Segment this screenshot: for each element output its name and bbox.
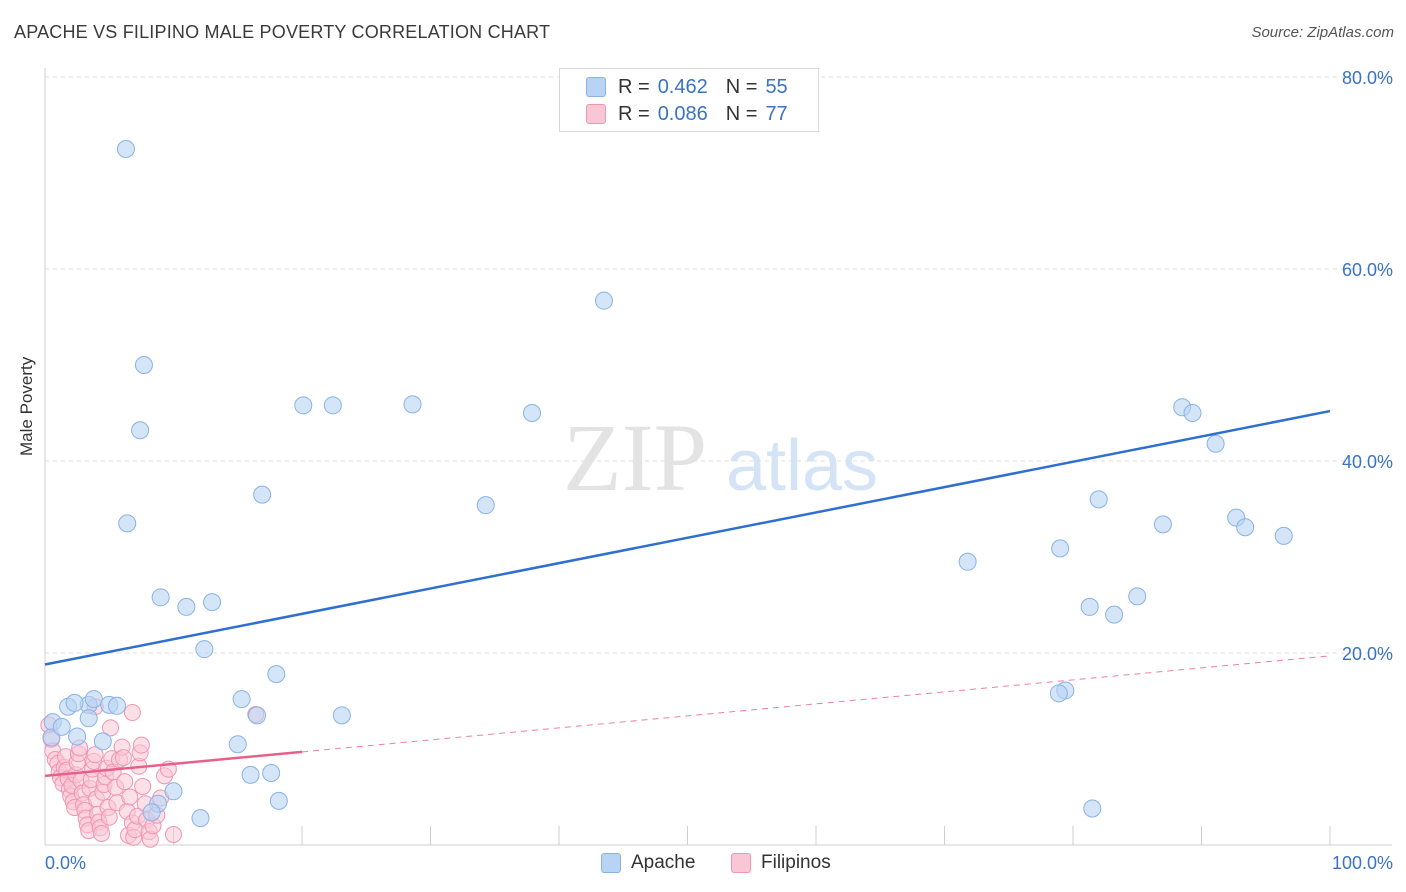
apache-point — [1049, 684, 1068, 703]
apache-point — [594, 291, 613, 310]
apache-point — [107, 696, 126, 715]
bottom-legend-filipinos: Filipinos — [731, 852, 831, 874]
filipino-point — [100, 808, 118, 826]
watermark: ZIP atlas — [563, 404, 878, 511]
apache-point — [248, 706, 267, 725]
apache-point — [1083, 799, 1102, 818]
filipino-point — [123, 704, 141, 722]
apache-point — [958, 552, 977, 571]
apache-point — [1153, 515, 1172, 534]
bottom-filipino-label: Filipinos — [761, 852, 831, 873]
filipino-point — [114, 749, 132, 767]
legend-row-filipinos: R = 0.086 N = 77 — [586, 101, 788, 127]
bottom-apache-swatch — [601, 853, 621, 873]
filipino-trend-line — [44, 750, 303, 778]
apache-point — [262, 764, 281, 782]
trend-lines — [44, 409, 1331, 778]
filipino-point — [165, 825, 182, 843]
chart-title: APACHE VS FILIPINO MALE POVERTY CORRELAT… — [14, 22, 551, 42]
apache-point — [1105, 605, 1124, 624]
bottom-apache-label: Apache — [631, 852, 696, 873]
apache-point — [1236, 518, 1255, 537]
apache-point — [1274, 526, 1293, 545]
filipino-point — [102, 719, 120, 737]
apache-point — [116, 140, 135, 158]
bottom-legend-apache: Apache — [601, 852, 695, 874]
filipino-r-label: R = — [618, 102, 650, 125]
apache-points — [42, 140, 1293, 828]
apache-point — [523, 404, 542, 422]
filipino-point — [121, 788, 139, 806]
apache-point — [476, 496, 495, 515]
apache-point — [52, 717, 71, 736]
filipino-n-label: N = — [725, 102, 758, 125]
apache-r-label: R = — [618, 75, 650, 98]
filipino-point — [134, 777, 152, 795]
apache-point — [1080, 597, 1099, 616]
x-tick-label-min: 0.0% — [45, 853, 86, 873]
apache-point — [142, 803, 161, 822]
x-tick-label-max: 100.0% — [1332, 853, 1393, 873]
apache-n-label: N = — [725, 75, 758, 98]
apache-point — [195, 640, 214, 659]
apache-point — [294, 396, 313, 415]
apache-point — [403, 395, 422, 414]
apache-trend-line — [44, 409, 1331, 666]
apache-point — [267, 665, 286, 684]
apache-point — [84, 690, 103, 709]
apache-point — [151, 588, 170, 607]
apache-point — [68, 727, 87, 746]
y-tick-label: 80.0% — [1342, 68, 1393, 88]
apache-r-value: 0.462 — [657, 75, 708, 98]
apache-point — [1183, 404, 1202, 422]
tick-labels: 20.0% 40.0% 60.0% 80.0% 0.0% 100.0% — [45, 68, 1393, 873]
apache-point — [164, 782, 183, 801]
apache-point — [232, 690, 251, 709]
bottom-filipino-swatch — [731, 853, 751, 873]
filipino-swatch — [586, 104, 606, 124]
y-axis-label: Male Poverty — [17, 356, 36, 456]
filipino-point — [86, 746, 104, 764]
apache-point — [1089, 490, 1108, 509]
chart-source: Source: ZipAtlas.com — [1251, 24, 1394, 41]
apache-point — [191, 809, 210, 828]
filipino-point — [132, 736, 150, 754]
apache-point — [269, 791, 288, 810]
apache-point — [134, 356, 153, 374]
apache-point — [65, 693, 84, 712]
apache-point — [118, 514, 137, 533]
legend-row-apache: R = 0.462 N = 55 — [586, 74, 788, 100]
watermark-atlas: atlas — [726, 426, 878, 506]
filipino-r-value: 0.086 — [657, 102, 708, 125]
filipino-trend-extension — [301, 655, 1331, 753]
apache-swatch — [586, 77, 606, 97]
apache-point — [1051, 539, 1070, 558]
axes — [44, 68, 1392, 846]
apache-point — [323, 396, 342, 415]
grid-lines — [45, 76, 1392, 654]
filipino-point — [93, 824, 111, 842]
apache-point — [93, 732, 112, 751]
apache-point — [253, 485, 272, 504]
apache-point — [332, 706, 351, 725]
filipino-point — [116, 773, 134, 791]
apache-n-value: 55 — [765, 75, 788, 98]
y-tick-label: 40.0% — [1342, 452, 1393, 472]
apache-point — [1128, 587, 1147, 606]
apache-point — [241, 765, 260, 784]
watermark-zip: ZIP — [563, 404, 707, 511]
y-tick-label: 20.0% — [1342, 644, 1393, 664]
apache-point — [79, 709, 98, 728]
filipino-n-value: 77 — [765, 102, 788, 125]
apache-point — [203, 593, 222, 612]
apache-point — [177, 597, 196, 616]
apache-point — [131, 421, 150, 440]
y-tick-label: 60.0% — [1342, 260, 1393, 280]
apache-point — [1206, 434, 1225, 453]
apache-point — [228, 735, 247, 754]
stats-legend: R = 0.462 N = 55 R = 0.086 N = 77 — [559, 68, 819, 132]
